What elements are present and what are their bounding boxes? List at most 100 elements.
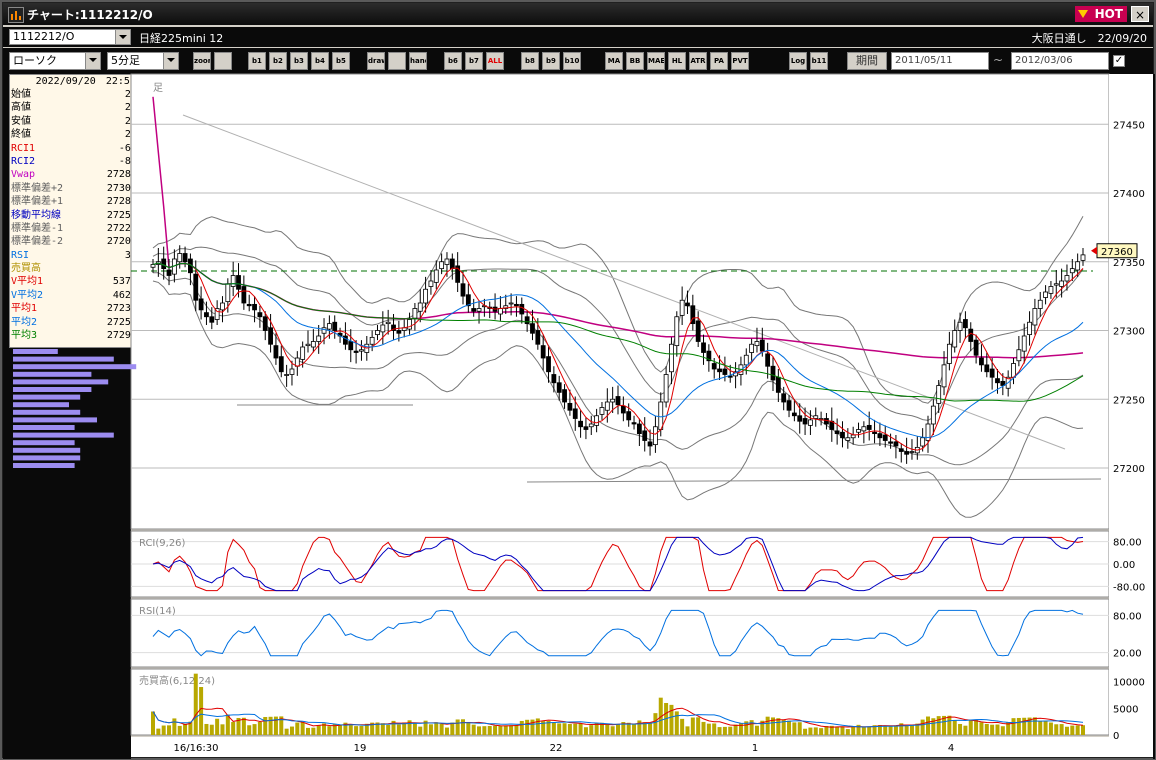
toolbar-bb-button[interactable]: BB [626,52,644,70]
candle [695,320,701,342]
candle [567,402,573,411]
volume-bar [225,714,230,735]
volume-bar [717,727,722,735]
volume-bar [167,725,172,735]
toolbar-b1-button[interactable]: b1 [248,52,266,70]
volume-bar [557,723,562,735]
date-to-field[interactable]: 2012/03/06 [1011,52,1109,70]
volume-profile-bar [13,394,81,400]
bollinger-band [152,216,1084,404]
chevron-down-icon[interactable] [85,53,100,69]
rci2-line [152,536,1084,592]
toolbar-b9-button[interactable]: b9 [542,52,560,70]
candle [524,316,530,325]
info-label: V平均1 [11,276,44,288]
volume-bar [359,725,364,735]
volume-bar [979,722,984,735]
support-line [526,478,1102,483]
candle [412,308,418,319]
toolbar-crosshair-button[interactable] [214,52,232,70]
toolbar-b10-button[interactable]: b10 [563,52,581,70]
volume-bar [209,724,214,735]
candle [909,451,915,453]
candle [615,396,621,406]
toolbar-atr-button[interactable]: ATR [689,52,707,70]
title-bar[interactable]: チャート:1112212/O HOT × [3,3,1153,25]
toolbar-pvt-button[interactable]: PVT [731,52,749,70]
chevron-down-icon[interactable] [163,53,178,69]
price-tick: 27200 [1113,464,1145,475]
volume-bar [519,720,524,735]
volume-bar [605,724,610,735]
symbol-select[interactable]: 1112212/O [9,29,131,45]
hot-button[interactable]: HOT [1075,6,1127,22]
volume-bar [888,725,893,735]
toolbar-b3-button[interactable]: b3 [290,52,308,70]
toolbar-b5-button[interactable]: b5 [332,52,350,70]
toolbar-zoom-button[interactable]: zoom [193,52,211,70]
volume-bar [829,725,834,735]
info-label: RCI2 [11,155,36,167]
range-separator: ~ [993,53,1004,67]
toolbar-hl-button[interactable]: HL [668,52,686,70]
toolbar-b7-button[interactable]: b7 [465,52,483,70]
candle [925,423,931,441]
toolbar-log-button[interactable]: Log [789,52,807,70]
candle [717,368,722,373]
volume-bar [706,723,711,735]
candle [594,415,600,426]
volume-bar [311,727,316,735]
ma3-line [152,262,1084,402]
candle [647,441,653,447]
chart-area[interactable]: 27450 27400 27350 27300 27250 27200 足 27360 80.0… [3,3,1155,759]
candle [300,346,306,360]
candle [995,378,1000,384]
interval-select[interactable]: 5分足 [107,52,179,70]
range-checkbox[interactable]: ✓ [1113,55,1125,67]
period-button[interactable]: 期間 [847,52,887,70]
volume-bar [616,724,620,735]
candle [257,312,263,318]
rsi-panel [130,598,1110,668]
date-from-field[interactable]: 2011/05/11 [891,52,989,70]
toolbar-pa-button[interactable]: PA [710,52,728,70]
candle [759,339,765,352]
candle [620,405,626,414]
candle [706,350,712,362]
candle [808,419,813,426]
toolbar-b6-button[interactable]: b6 [444,52,462,70]
toolbar-arrow-button[interactable] [388,52,406,70]
candle [465,294,471,307]
volume-bar [701,721,706,735]
candle [979,357,984,366]
volume-bar [738,723,743,735]
close-button[interactable]: × [1131,6,1149,22]
chart-type-select[interactable]: ローソク [9,52,101,70]
toolbar-b8-button[interactable]: b8 [521,52,539,70]
candle [471,308,477,312]
toolbar-all-button[interactable]: ALL [486,52,504,70]
volume-bar [391,720,396,735]
volume-bar [931,718,936,735]
toolbar-ma-button[interactable]: MA [605,52,623,70]
toolbar-mae-button[interactable]: MAE [647,52,665,70]
candle [610,398,616,403]
info-label: 終値 [11,129,31,141]
candle [284,374,290,376]
volume-bar [573,723,578,735]
toolbar-b2-button[interactable]: b2 [269,52,287,70]
volume-bar [840,726,845,735]
volume-bar [514,724,519,735]
volume-bar [1016,717,1021,735]
info-label: RSI [11,249,30,261]
volume-bar [712,723,717,735]
toolbar-b11-button[interactable]: b11 [810,52,828,70]
chevron-down-icon[interactable] [115,30,130,44]
toolbar-b4-button[interactable]: b4 [311,52,329,70]
volume-bar [883,725,888,735]
toolbar-hand-button[interactable]: hand [409,52,427,70]
toolbar-draw-button[interactable]: draw [367,52,385,70]
volume-bar [722,726,727,735]
volume-bar [685,726,690,735]
volume-bar [861,726,866,735]
